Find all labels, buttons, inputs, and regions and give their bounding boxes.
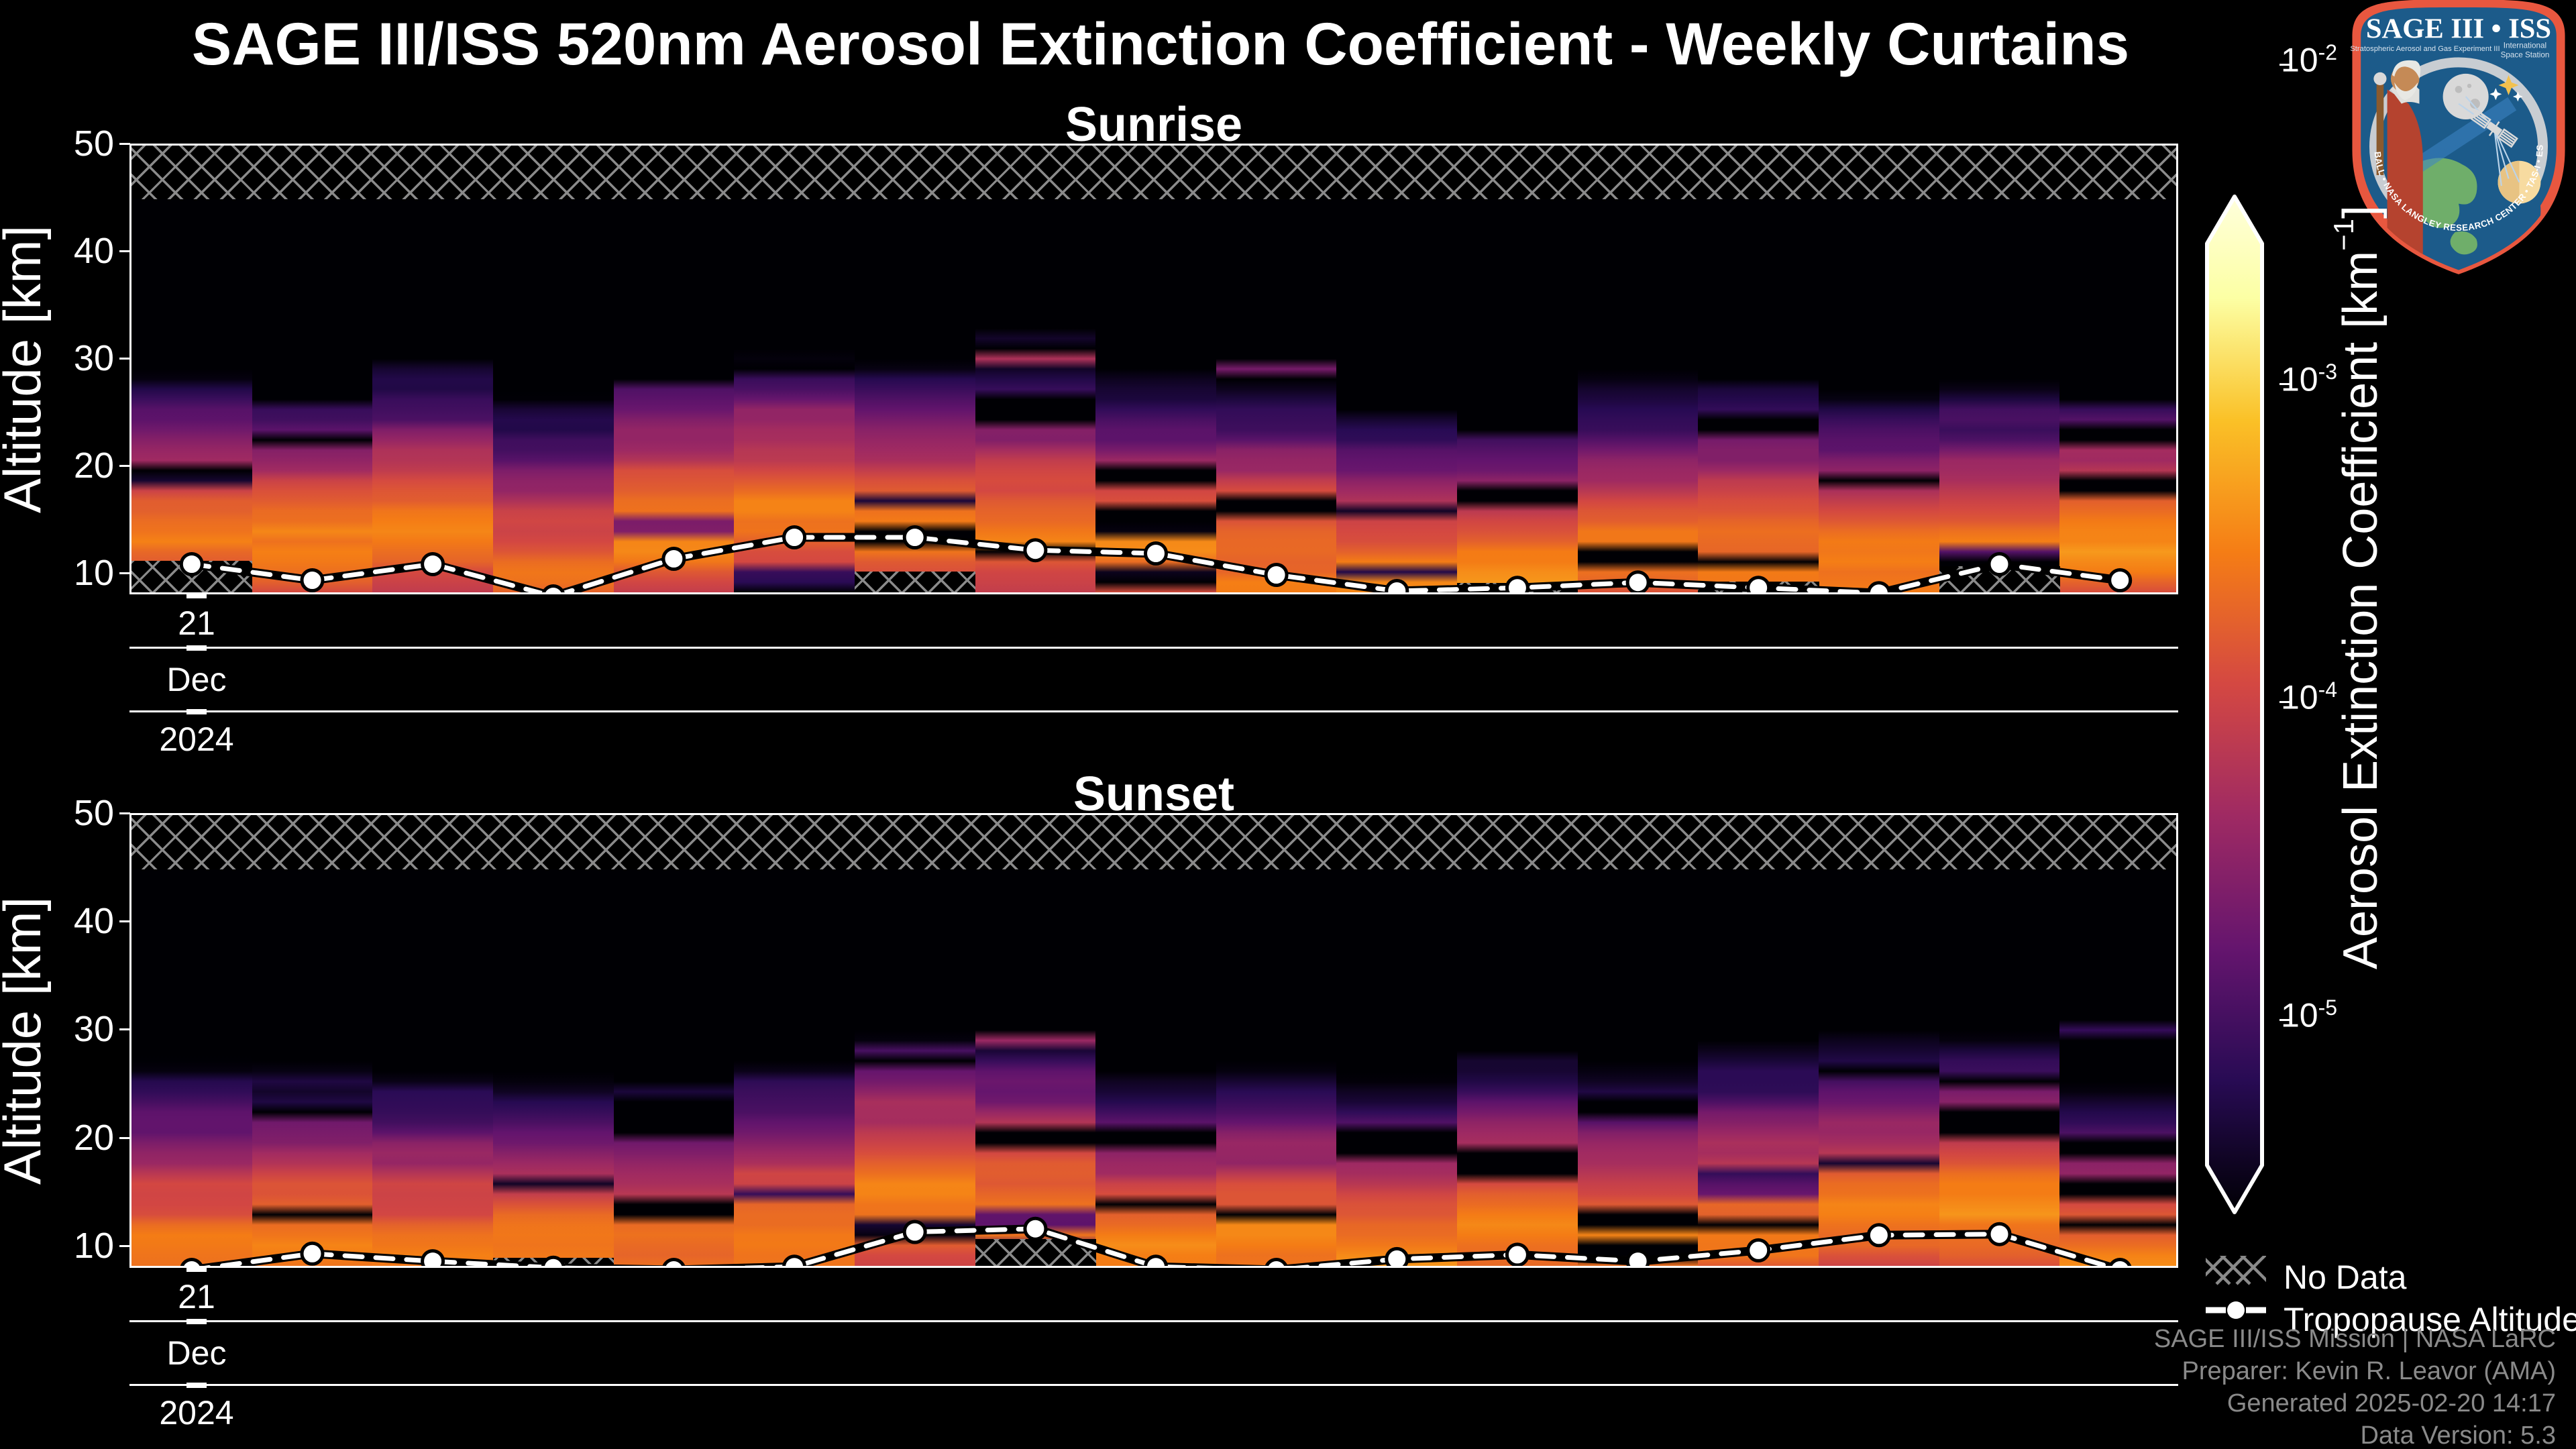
svg-text:Space Station: Space Station (2501, 50, 2550, 59)
svg-text:SAGE III • ISS: SAGE III • ISS (2366, 13, 2551, 45)
svg-text:Stratospheric Aerosol and Gas: Stratospheric Aerosol and Gas Experiment… (2350, 45, 2500, 53)
svg-text:International: International (2504, 42, 2546, 50)
